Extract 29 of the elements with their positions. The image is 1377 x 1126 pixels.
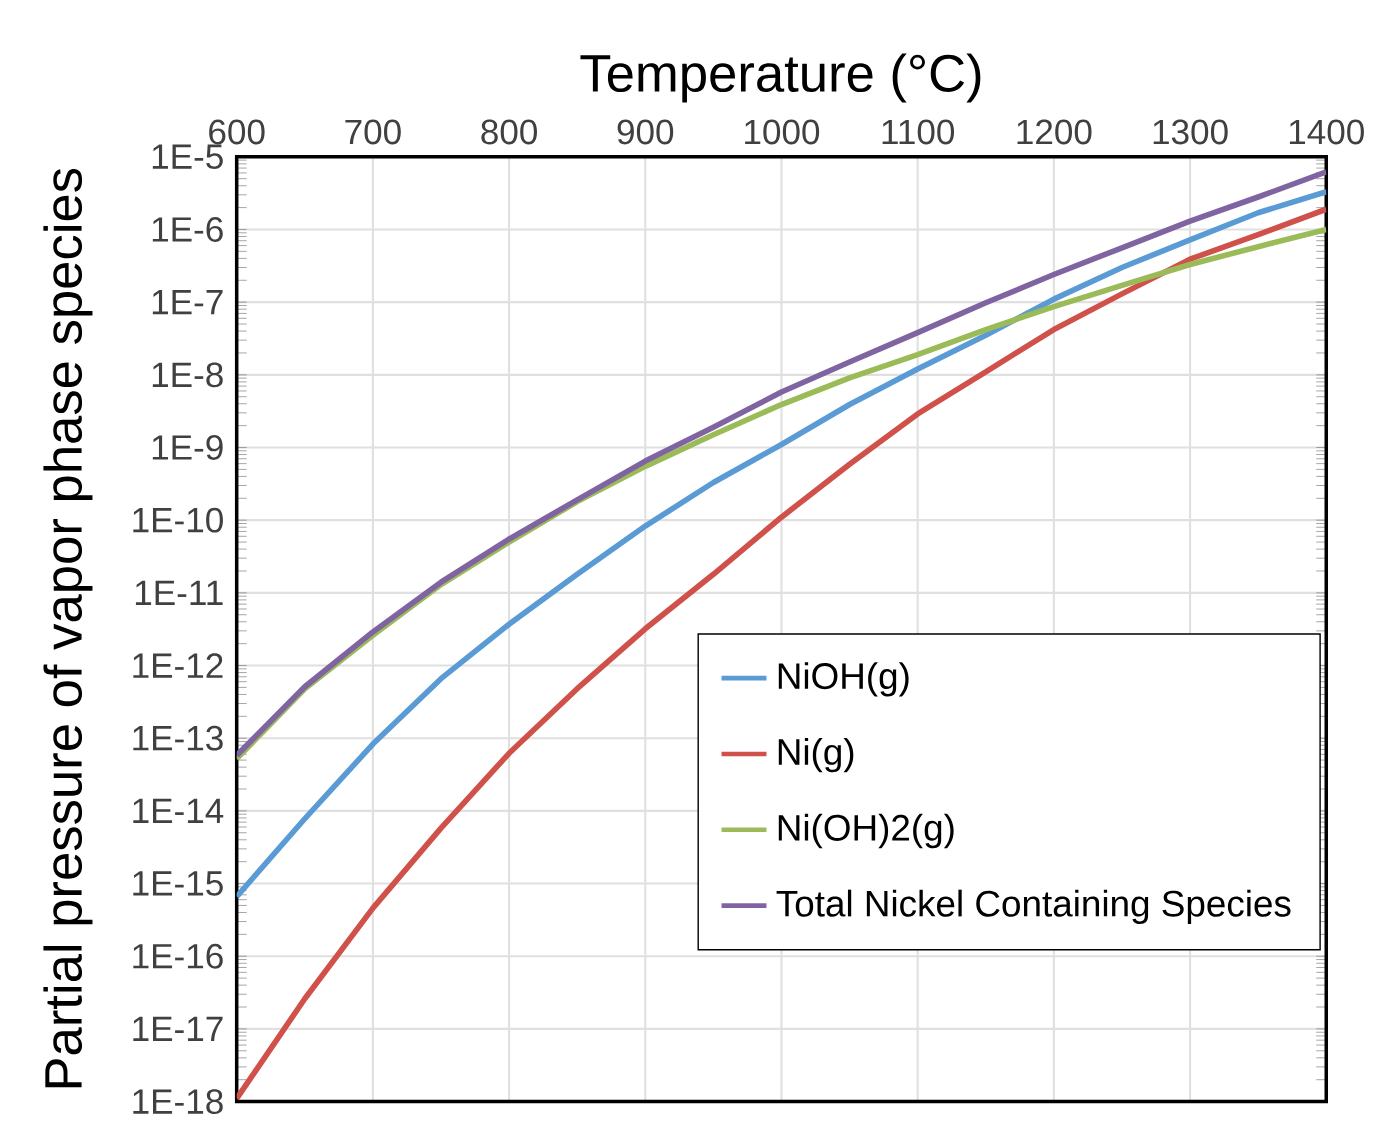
y-tick-label: 1E-14: [133, 798, 224, 824]
x-tick-label: 1300: [1153, 119, 1228, 145]
y-tick-label: 1E-15: [133, 871, 223, 896]
legend-label: Total Nickel Containing Species: [776, 889, 1291, 925]
x-axis-title: Temperature (°C): [580, 53, 981, 103]
y-tick-label: 1E-10: [133, 507, 223, 533]
x-tick-label: 800: [481, 119, 537, 145]
y-tick-label: 1E-11: [135, 580, 223, 606]
y-tick-label: 1E-12: [133, 653, 223, 678]
x-tick-label: 700: [345, 119, 401, 145]
x-tick-label: 1000: [745, 119, 820, 145]
legend-label: Ni(OH)2(g): [778, 813, 954, 849]
y-tick-label: 1E-7: [152, 290, 223, 315]
legend-label: NiOH(g): [778, 662, 909, 697]
y-tick-label: 1E-6: [152, 217, 223, 243]
x-tick-label: 1100: [882, 119, 955, 145]
x-tick-label: 600: [209, 119, 265, 145]
y-tick-label: 1E-18: [133, 1089, 223, 1115]
y-tick-label: 1E-13: [133, 725, 223, 751]
y-tick-label: 1E-17: [133, 1016, 223, 1042]
legend-label: Ni(g): [778, 738, 854, 773]
y-tick-label: 1E-9: [152, 435, 223, 461]
x-tick-label: 1200: [1017, 119, 1092, 145]
y-tick-label: 1E-5: [152, 144, 223, 170]
y-tick-label: 1E-8: [152, 362, 223, 388]
x-tick-label: 900: [617, 119, 674, 145]
y-tick-label: 1E-16: [133, 943, 223, 969]
x-tick-label: 1400: [1289, 119, 1364, 145]
y-axis-title: Partial pressure of vapor phase species: [43, 169, 93, 1088]
